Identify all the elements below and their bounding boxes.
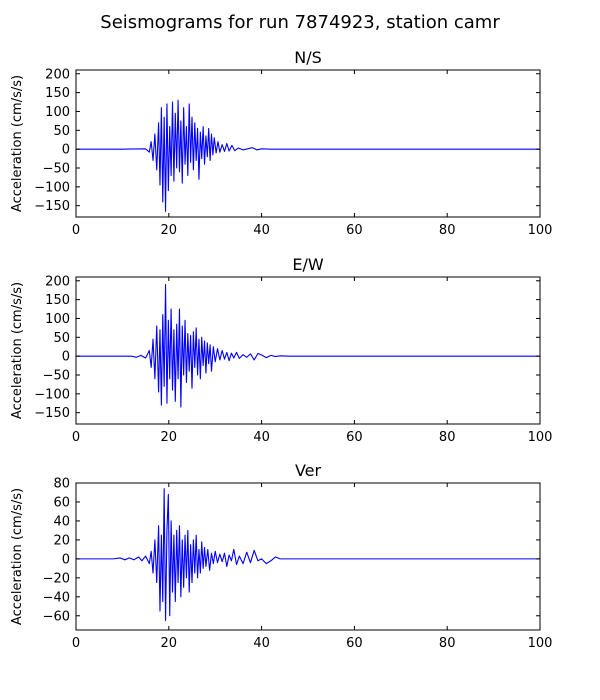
panel-ver: Ver Acceleration (cm/s/s) 0 20 40 60 80 100 −60 −… (10, 461, 552, 651)
plot-frame-ver (75, 482, 541, 631)
y-tick-label-n-s: 100 (45, 105, 70, 120)
y-tick-label-e-w: 150 (45, 293, 70, 308)
y-tick-label-ver: 0 (62, 552, 70, 567)
x-tick-label-ver: 100 (528, 636, 553, 651)
y-tick-label-e-w: 200 (45, 274, 70, 289)
x-tick-label-n-s: 80 (439, 223, 456, 238)
y-tick-label-ver: −60 (43, 609, 70, 624)
x-tick-label-n-s: 20 (161, 223, 178, 238)
y-tick-label-e-w: −150 (34, 406, 70, 421)
x-tick-label-ver: 20 (161, 636, 178, 651)
y-tick-label-ver: −20 (43, 571, 70, 586)
x-tick-label-ver: 40 (253, 636, 270, 651)
panel-title-ver: Ver (295, 461, 322, 480)
y-tick-label-e-w: 100 (45, 312, 70, 327)
plot-frame-e-w (75, 276, 541, 425)
x-tick-label-e-w: 80 (439, 430, 456, 445)
panel-e-w: E/W Acceleration (cm/s/s) 0 20 40 60 80 100 −150… (10, 255, 552, 445)
series-line-ver (76, 488, 540, 622)
panel-n-s: N/S Acceleration (cm/s/s) 0 20 40 60 80 100 −150… (10, 48, 552, 238)
series-line-e-w (76, 283, 540, 408)
y-tick-label-ver: 60 (53, 495, 70, 510)
x-tick-label-e-w: 40 (253, 430, 270, 445)
y-tick-label-e-w: −100 (34, 387, 70, 402)
y-tick-label-e-w: −50 (43, 369, 70, 384)
x-tick-label-ver: 80 (439, 636, 456, 651)
x-tick-label-ver: 60 (346, 636, 363, 651)
panels: N/S Acceleration (cm/s/s) 0 20 40 60 80 100 −150… (10, 48, 552, 651)
y-tick-label-e-w: 0 (62, 350, 70, 365)
y-axis-label-n-s: Acceleration (cm/s/s) (10, 75, 25, 212)
y-tick-label-n-s: 50 (53, 124, 70, 139)
y-tick-label-ver: 20 (53, 533, 70, 548)
x-tick-label-e-w: 0 (72, 430, 80, 445)
x-tick-label-n-s: 100 (528, 223, 553, 238)
y-tick-label-ver: 40 (53, 514, 70, 529)
panel-title-e-w: E/W (292, 255, 324, 274)
y-tick-label-n-s: 150 (45, 86, 70, 101)
y-tick-label-n-s: 0 (62, 143, 70, 158)
y-tick-label-n-s: −100 (34, 180, 70, 195)
x-tick-label-n-s: 0 (72, 223, 80, 238)
y-tick-label-n-s: −50 (43, 162, 70, 177)
x-tick-label-n-s: 60 (346, 223, 363, 238)
y-axis-label-ver: Acceleration (cm/s/s) (10, 488, 25, 625)
plot-frame-n-s (75, 69, 541, 218)
x-tick-label-e-w: 20 (161, 430, 178, 445)
y-tick-label-e-w: 50 (53, 331, 70, 346)
y-axis-label-e-w: Acceleration (cm/s/s) (10, 282, 25, 419)
y-tick-label-ver: 80 (53, 477, 70, 492)
x-tick-label-n-s: 40 (253, 223, 270, 238)
y-tick-label-n-s: 200 (45, 67, 70, 82)
x-tick-label-ver: 0 (72, 636, 80, 651)
y-tick-label-n-s: −150 (34, 199, 70, 214)
x-tick-label-e-w: 100 (528, 430, 553, 445)
x-tick-label-e-w: 60 (346, 430, 363, 445)
series-line-n-s (76, 99, 540, 212)
figure-title: Seismograms for run 7874923, station cam… (100, 12, 500, 33)
y-tick-label-ver: −40 (43, 590, 70, 605)
panel-title-n-s: N/S (294, 48, 322, 67)
